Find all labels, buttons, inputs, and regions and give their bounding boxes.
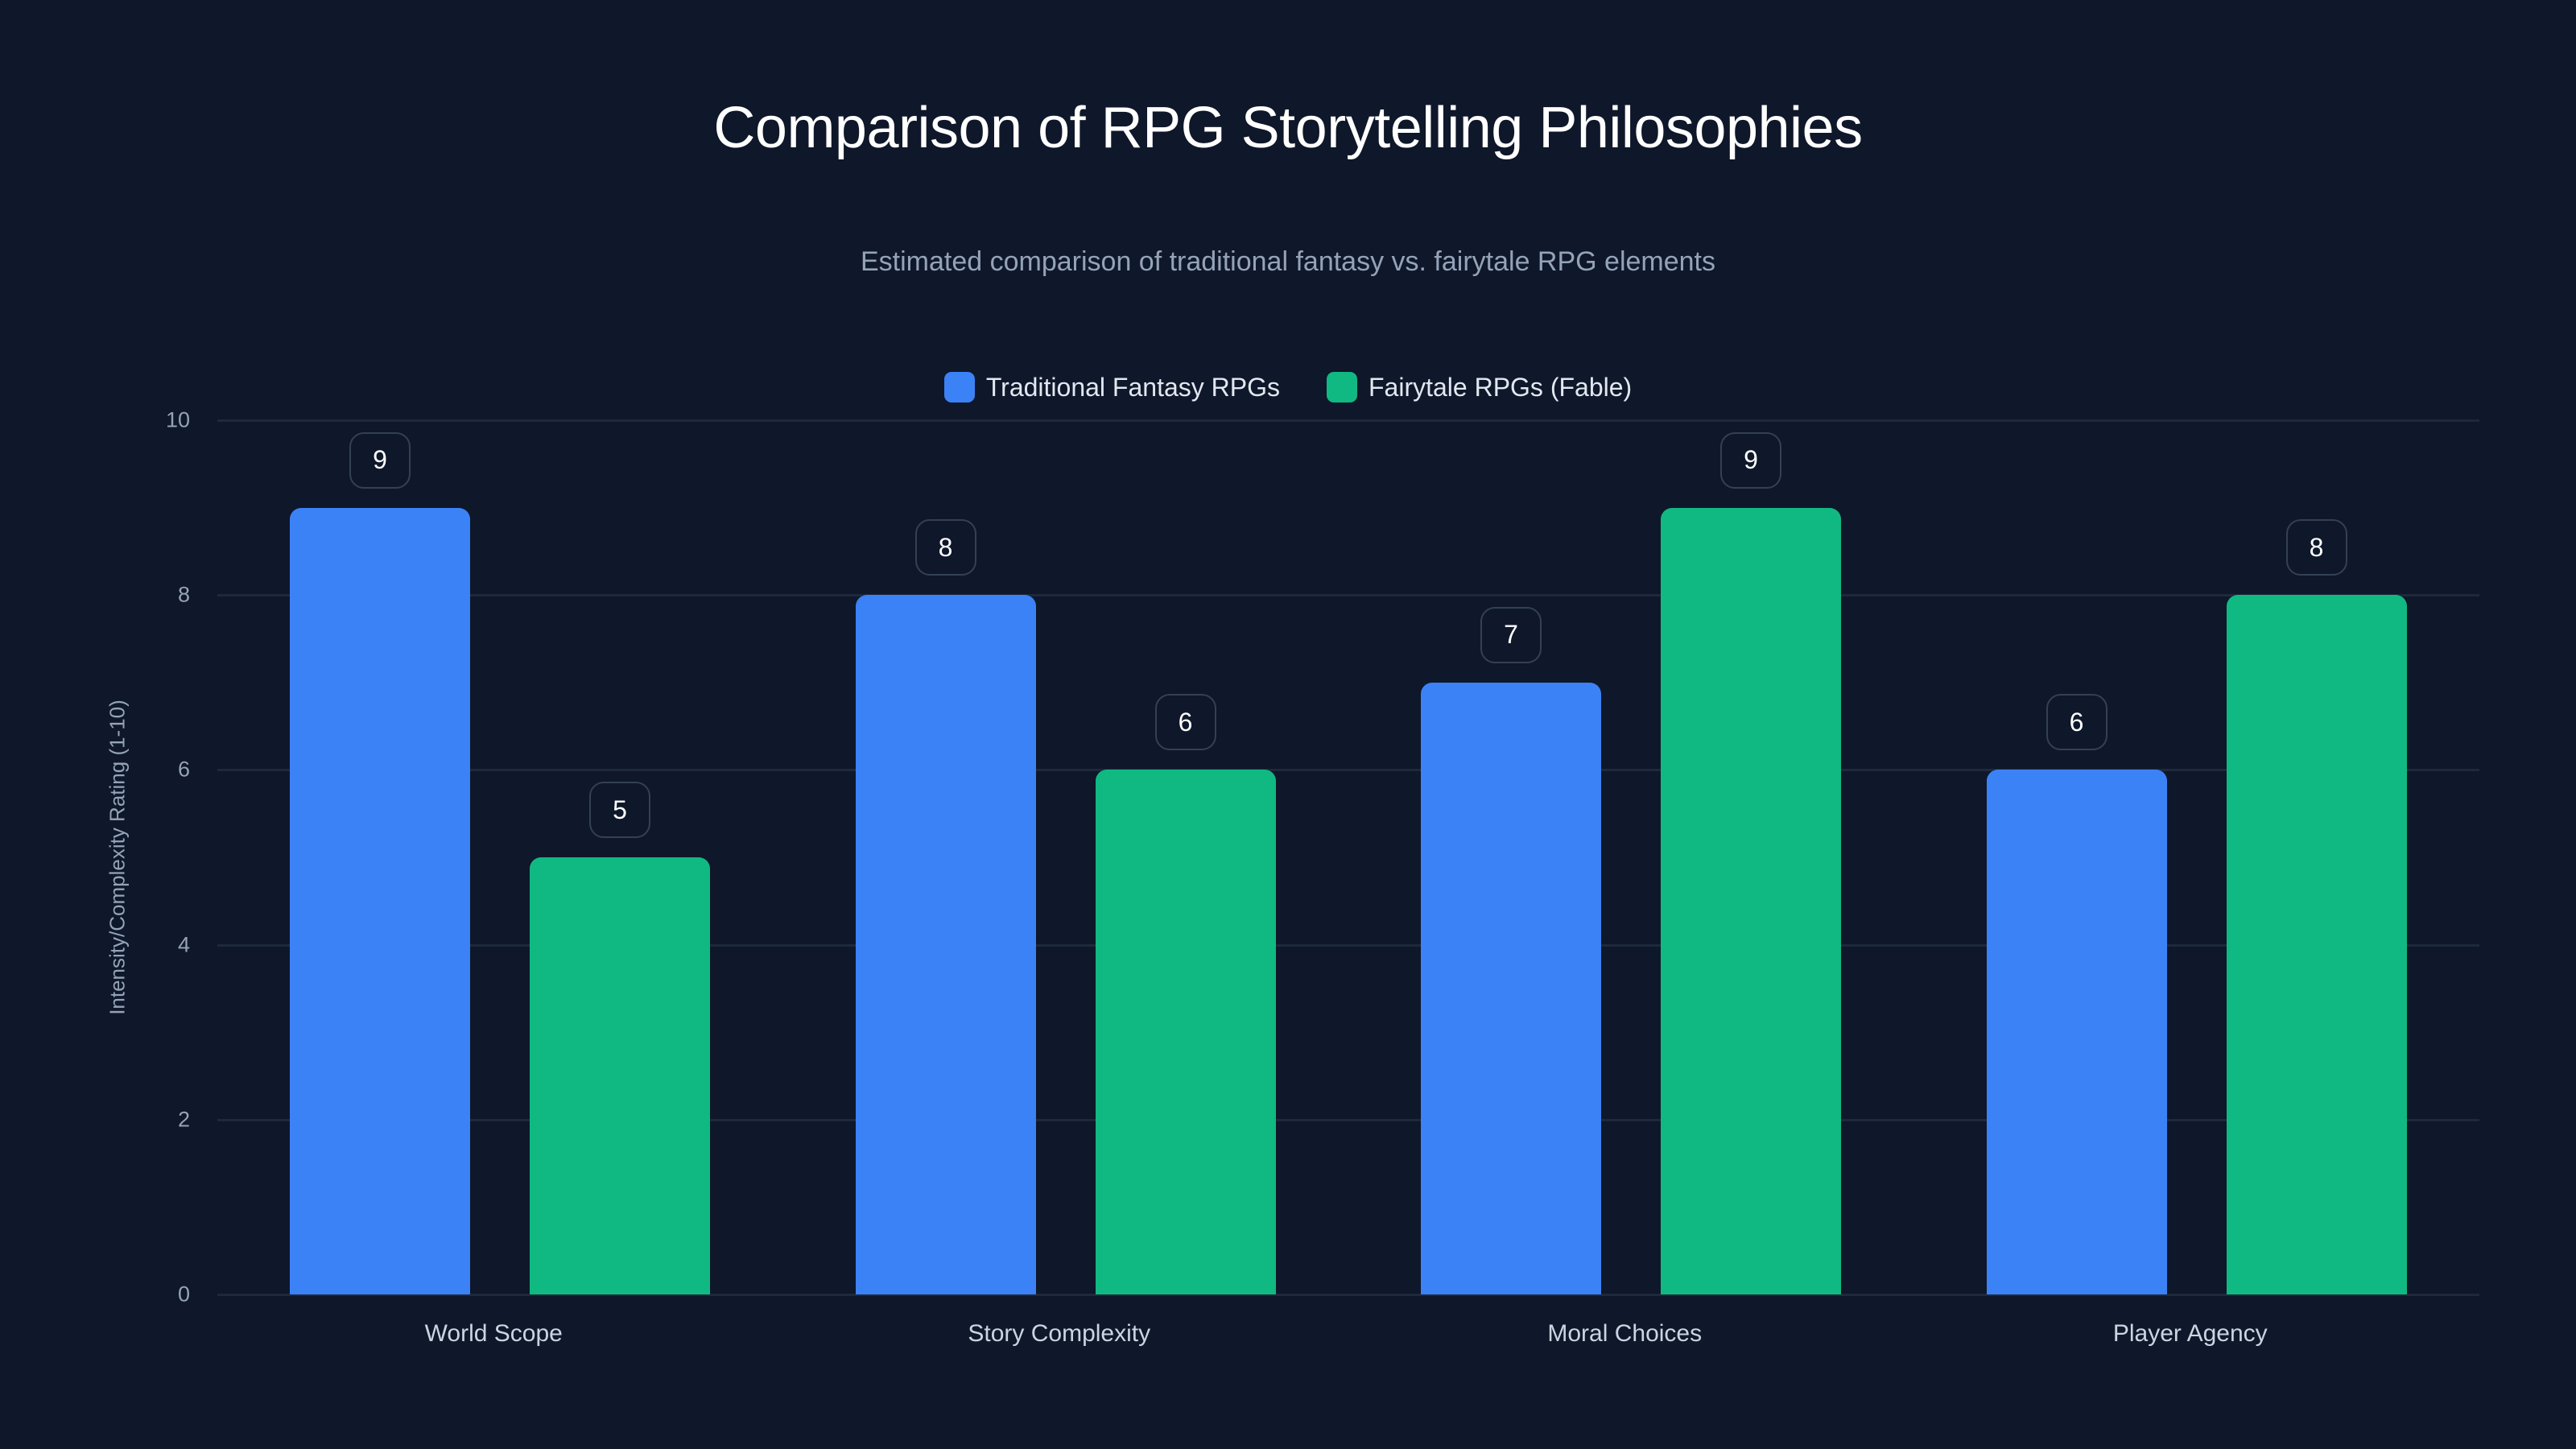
chart-legend: Traditional Fantasy RPGs Fairytale RPGs … [0, 372, 2576, 402]
y-tick-label: 8 [177, 582, 190, 607]
chart-title: Comparison of RPG Storytelling Philosoph… [713, 96, 1863, 160]
gridline [217, 1294, 2479, 1296]
legend-swatch-traditional-icon [943, 372, 975, 402]
x-tick-label: Player Agency [2112, 1320, 2268, 1347]
data-label-badge: 9 [1720, 431, 1781, 489]
bar-fairytale[interactable] [2226, 595, 2407, 1294]
y-axis-title: Intensity/Complexity Rating (1-10) [105, 700, 130, 1015]
data-label-badge: 7 [1480, 606, 1542, 663]
bar-traditional[interactable] [855, 595, 1036, 1294]
y-tick-label: 4 [177, 932, 190, 957]
gridline [217, 769, 2479, 772]
legend-item-traditional[interactable]: Traditional Fantasy RPGs [943, 372, 1280, 402]
y-tick-label: 10 [165, 407, 190, 432]
bar-traditional[interactable] [1421, 682, 1601, 1294]
plot-area: 0 2 4 6 8 10 9 5 8 6 7 9 6 8 [166, 408, 2479, 1307]
x-tick-label: World Scope [424, 1320, 563, 1347]
data-label-badge: 8 [2285, 519, 2347, 576]
y-tick-label: 2 [177, 1107, 190, 1132]
bar-fairytale[interactable] [1661, 507, 1841, 1294]
bar-traditional[interactable] [1986, 770, 2167, 1294]
bar-fairytale[interactable] [1095, 770, 1276, 1294]
gridline [217, 1118, 2479, 1121]
chart-subtitle: Estimated comparison of traditional fant… [860, 246, 1716, 277]
legend-label-traditional: Traditional Fantasy RPGs [985, 372, 1280, 402]
data-label-badge: 9 [349, 431, 411, 489]
gridline [217, 419, 2479, 422]
data-label-badge: 6 [1154, 694, 1216, 751]
data-label-badge: 8 [914, 519, 976, 576]
gridline [217, 943, 2479, 947]
x-tick-label: Story Complexity [968, 1320, 1151, 1347]
data-label-badge: 5 [589, 782, 650, 838]
legend-swatch-fairytale-icon [1326, 372, 1357, 402]
bar-traditional[interactable] [290, 507, 470, 1294]
gridline [217, 594, 2479, 597]
y-tick-label: 0 [177, 1282, 190, 1307]
legend-label-fairytale: Fairytale RPGs (Fable) [1368, 372, 1633, 402]
data-label-badge: 6 [2046, 694, 2107, 751]
x-tick-label: Moral Choices [1547, 1320, 1703, 1347]
y-tick-label: 6 [177, 757, 190, 782]
bar-fairytale[interactable] [530, 857, 710, 1294]
legend-item-fairytale[interactable]: Fairytale RPGs (Fable) [1326, 372, 1633, 402]
